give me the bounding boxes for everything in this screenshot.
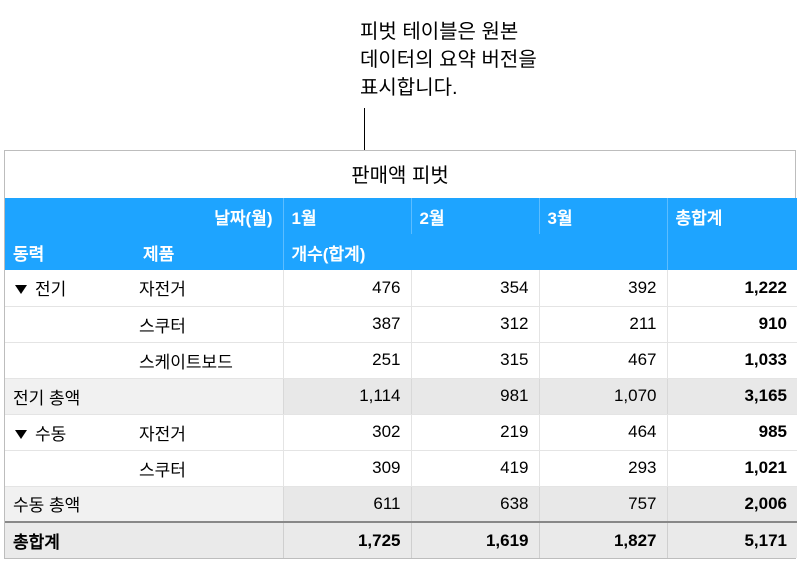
grand-total-cell: 1,827 (539, 522, 667, 558)
subtotal-row: 전기 총액 1,114 981 1,070 3,165 (5, 378, 797, 414)
grand-total-total-cell: 5,171 (667, 522, 797, 558)
month-header[interactable]: 2월 (411, 198, 539, 234)
subtotal-cell: 981 (411, 378, 539, 414)
table-row: 스쿠터 309 419 293 1,021 (5, 450, 797, 486)
value-cell: 309 (283, 450, 411, 486)
row-total-cell: 910 (667, 306, 797, 342)
month-header[interactable]: 3월 (539, 198, 667, 234)
month-header[interactable]: 1월 (283, 198, 411, 234)
blank-header (667, 234, 797, 270)
subtotal-cell: 638 (411, 486, 539, 522)
value-cell: 392 (539, 270, 667, 306)
annotation-callout: 피벗 테이블은 원본 데이터의 요약 버전을 표시합니다. (360, 18, 537, 102)
product-label: 자전거 (135, 270, 283, 306)
value-cell: 315 (411, 342, 539, 378)
subtotal-cell: 611 (283, 486, 411, 522)
row-total-cell: 1,222 (667, 270, 797, 306)
value-cell: 354 (411, 270, 539, 306)
subtotal-label: 수동 총액 (5, 486, 283, 522)
value-cell: 211 (539, 306, 667, 342)
grand-total-row: 총합계 1,725 1,619 1,827 5,171 (5, 522, 797, 558)
annotation-line: 피벗 테이블은 원본 (360, 18, 537, 46)
subtotal-label: 전기 총액 (5, 378, 283, 414)
callout-leader-line (364, 108, 365, 150)
pivot-table: 날짜(월) 1월 2월 3월 총합계 동력 제품 개수(합계) 전기 자전거 4… (5, 198, 797, 558)
grand-total-cell: 1,619 (411, 522, 539, 558)
group-toggle-electric[interactable]: 전기 (5, 270, 135, 306)
grand-total-header[interactable]: 총합계 (667, 198, 797, 234)
value-cell: 476 (283, 270, 411, 306)
value-cell: 293 (539, 450, 667, 486)
table-row: 스케이트보드 251 315 467 1,033 (5, 342, 797, 378)
grand-total-label: 총합계 (5, 522, 283, 558)
pivot-table-container: 판매액 피벗 날짜(월) 1월 2월 3월 총합계 동력 제품 개수(합계) 전… (4, 150, 796, 559)
pivot-title: 판매액 피벗 (5, 151, 795, 198)
subtotal-total-cell: 3,165 (667, 378, 797, 414)
annotation-line: 표시합니다. (360, 74, 537, 102)
subtotal-total-cell: 2,006 (667, 486, 797, 522)
pivot-header-row-2: 동력 제품 개수(합계) (5, 234, 797, 270)
power-field-header[interactable]: 동력 (5, 234, 135, 270)
row-total-cell: 1,033 (667, 342, 797, 378)
product-label: 스케이트보드 (135, 342, 283, 378)
value-cell: 302 (283, 414, 411, 450)
chevron-down-icon (15, 285, 27, 294)
pivot-header-row-1: 날짜(월) 1월 2월 3월 총합계 (5, 198, 797, 234)
value-cell: 419 (411, 450, 539, 486)
subtotal-cell: 1,070 (539, 378, 667, 414)
value-cell: 251 (283, 342, 411, 378)
date-field-header[interactable]: 날짜(월) (5, 198, 283, 234)
value-cell: 467 (539, 342, 667, 378)
table-row: 스쿠터 387 312 211 910 (5, 306, 797, 342)
product-label: 자전거 (135, 414, 283, 450)
value-cell: 219 (411, 414, 539, 450)
table-row: 전기 자전거 476 354 392 1,222 (5, 270, 797, 306)
group-toggle-manual[interactable]: 수동 (5, 414, 135, 450)
table-row: 수동 자전거 302 219 464 985 (5, 414, 797, 450)
chevron-down-icon (15, 430, 27, 439)
row-total-cell: 1,021 (667, 450, 797, 486)
subtotal-cell: 757 (539, 486, 667, 522)
row-total-cell: 985 (667, 414, 797, 450)
grand-total-cell: 1,725 (283, 522, 411, 558)
value-cell: 464 (539, 414, 667, 450)
product-label: 스쿠터 (135, 450, 283, 486)
product-field-header[interactable]: 제품 (135, 234, 283, 270)
subtotal-row: 수동 총액 611 638 757 2,006 (5, 486, 797, 522)
value-cell: 387 (283, 306, 411, 342)
value-cell: 312 (411, 306, 539, 342)
product-label: 스쿠터 (135, 306, 283, 342)
annotation-line: 데이터의 요약 버전을 (360, 46, 537, 74)
count-field-header[interactable]: 개수(합계) (283, 234, 667, 270)
subtotal-cell: 1,114 (283, 378, 411, 414)
